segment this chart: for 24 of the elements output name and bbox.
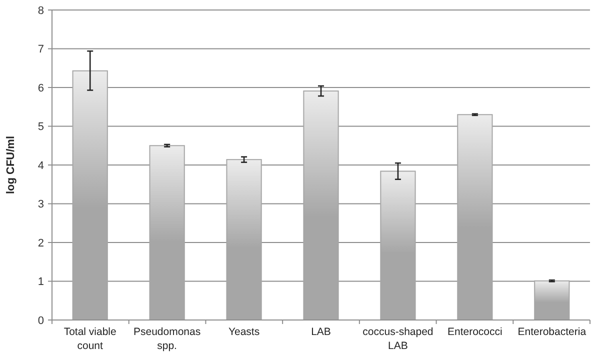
y-tick-label: 6 (38, 82, 44, 94)
bar (303, 90, 339, 320)
bar (534, 280, 570, 320)
y-tick-label: 2 (38, 237, 44, 250)
bar (72, 70, 108, 320)
y-tick-label: 4 (38, 160, 44, 172)
x-tick-label: coccus-shaped LAB (362, 326, 434, 352)
x-tick-label: Pseudomonas spp. (133, 326, 201, 352)
bar (226, 159, 262, 320)
y-axis-title: log CFU/ml (5, 136, 17, 194)
bar (149, 145, 185, 320)
y-tick-label: 8 (38, 4, 44, 17)
y-tick-label: 7 (38, 44, 44, 56)
bar (380, 170, 416, 320)
y-tick-label: 0 (38, 314, 44, 327)
y-tick-label: 3 (38, 198, 44, 211)
bar (457, 114, 493, 320)
x-tick-label: Enterococci (448, 326, 502, 338)
x-tick-label: Enterobacteria (518, 326, 586, 338)
y-tick-label: 1 (38, 276, 44, 288)
x-tick-label: Total viable count (64, 326, 117, 352)
x-tick-label: Yeasts (228, 326, 260, 338)
y-tick-label: 5 (38, 121, 44, 134)
x-tick-label: LAB (311, 326, 331, 338)
